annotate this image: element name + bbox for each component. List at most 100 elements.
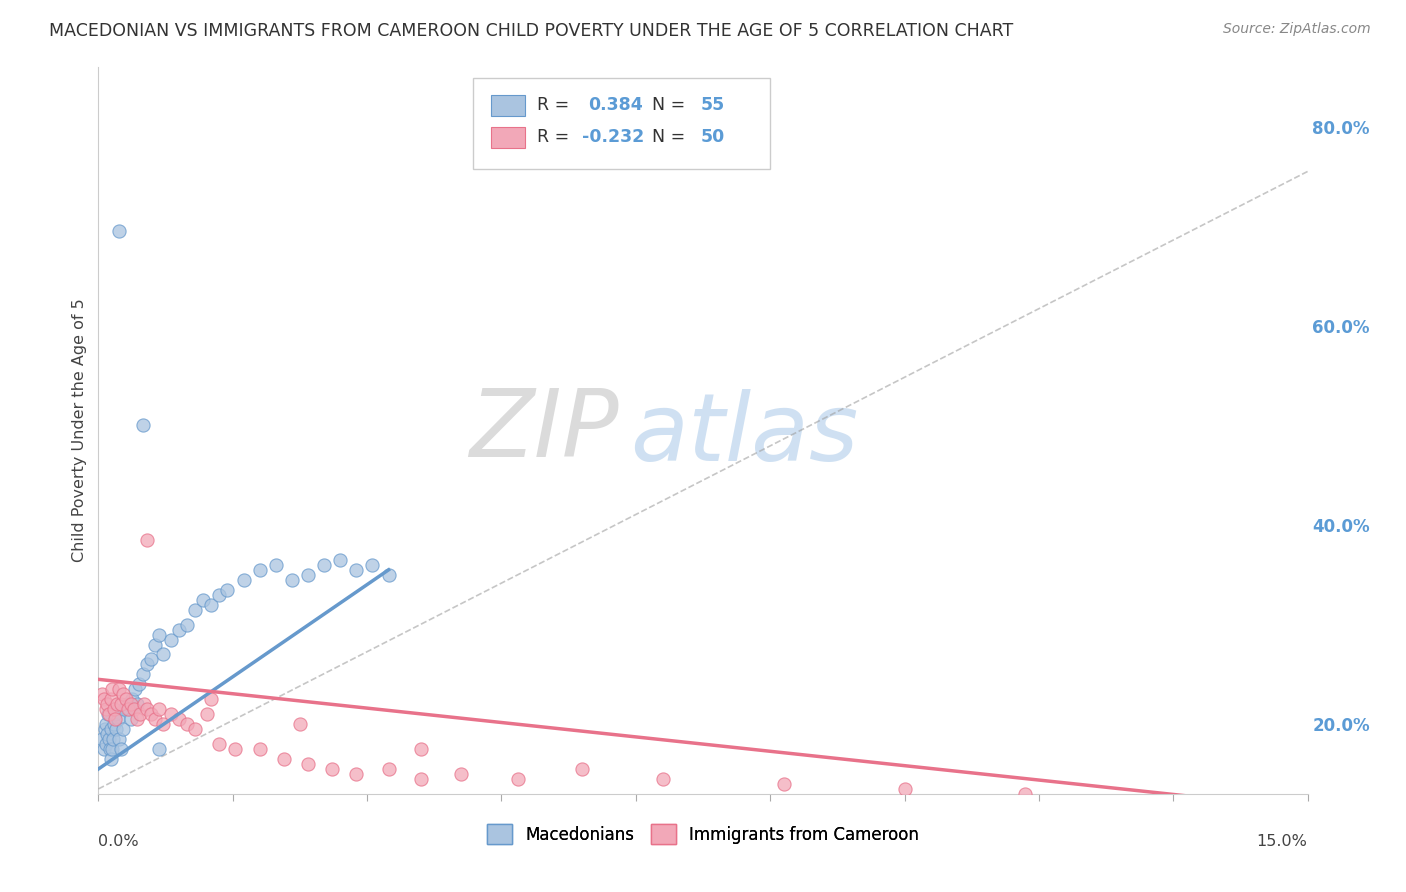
Point <box>193 592 215 607</box>
Point <box>148 627 170 641</box>
Point <box>93 742 115 756</box>
Point <box>571 762 593 776</box>
Point <box>128 677 150 691</box>
Point <box>97 707 120 722</box>
Point <box>143 712 166 726</box>
Point <box>893 781 915 796</box>
Point <box>110 698 132 712</box>
Point <box>104 712 127 726</box>
Point <box>377 567 399 582</box>
Point <box>114 692 136 706</box>
Point <box>249 563 271 577</box>
Point <box>176 717 198 731</box>
Point <box>132 698 155 712</box>
Point <box>288 717 311 731</box>
Y-axis label: Child Poverty Under the Age of 5: Child Poverty Under the Age of 5 <box>72 299 87 562</box>
Point <box>107 712 129 726</box>
Point <box>135 657 157 672</box>
Point <box>110 742 132 756</box>
Point <box>329 553 352 567</box>
Point <box>94 702 117 716</box>
Point <box>152 717 174 731</box>
Point <box>409 742 432 756</box>
Point <box>139 652 162 666</box>
Point <box>314 558 336 572</box>
Text: ZIP: ZIP <box>468 384 619 476</box>
Point <box>122 702 145 716</box>
Point <box>96 717 118 731</box>
Point <box>195 707 218 722</box>
Point <box>208 588 231 602</box>
Point <box>121 692 143 706</box>
Point <box>184 722 207 736</box>
Point <box>135 702 157 716</box>
Point <box>120 712 142 726</box>
Point <box>450 767 472 781</box>
Point <box>152 648 174 662</box>
Text: R =: R = <box>537 96 575 114</box>
Point <box>94 737 117 751</box>
Point <box>100 722 122 736</box>
Point <box>361 558 384 572</box>
Text: 15.0%: 15.0% <box>1257 834 1308 849</box>
Point <box>506 772 529 786</box>
Point <box>91 687 114 701</box>
Point <box>127 698 149 712</box>
Point <box>98 742 121 756</box>
Point <box>97 707 120 722</box>
Point <box>132 667 155 681</box>
Point <box>105 698 128 712</box>
Point <box>127 712 149 726</box>
Point <box>118 702 141 716</box>
Point <box>111 722 134 736</box>
Text: R =: R = <box>537 128 575 146</box>
Point <box>101 682 124 697</box>
Point <box>132 418 155 433</box>
Point <box>143 638 166 652</box>
Point <box>148 742 170 756</box>
Point <box>139 707 162 722</box>
Point <box>112 702 135 716</box>
Point <box>108 732 131 747</box>
Point <box>160 707 183 722</box>
Point <box>772 777 794 791</box>
Point <box>96 698 118 712</box>
Point <box>97 732 120 747</box>
FancyBboxPatch shape <box>474 78 769 169</box>
Point <box>344 767 367 781</box>
Text: Source: ZipAtlas.com: Source: ZipAtlas.com <box>1223 22 1371 37</box>
Point <box>273 752 295 766</box>
Point <box>124 682 146 697</box>
Point <box>224 742 246 756</box>
Text: -0.232: -0.232 <box>582 128 644 146</box>
Text: MACEDONIAN VS IMMIGRANTS FROM CAMEROON CHILD POVERTY UNDER THE AGE OF 5 CORRELAT: MACEDONIAN VS IMMIGRANTS FROM CAMEROON C… <box>49 22 1014 40</box>
Point <box>297 567 319 582</box>
Legend: Macedonians, Immigrants from Cameroon: Macedonians, Immigrants from Cameroon <box>481 817 925 851</box>
Point <box>409 772 432 786</box>
Point <box>200 692 222 706</box>
Point <box>100 692 122 706</box>
Point <box>176 617 198 632</box>
Text: N =: N = <box>652 128 690 146</box>
Text: 0.384: 0.384 <box>588 96 643 114</box>
Point <box>1014 787 1036 801</box>
Point <box>103 702 125 716</box>
Point <box>107 224 129 238</box>
Point <box>217 582 239 597</box>
Point <box>117 702 139 716</box>
Point <box>101 742 124 756</box>
Point <box>96 727 118 741</box>
Point <box>184 602 207 616</box>
Point <box>344 563 367 577</box>
Point <box>103 707 125 722</box>
Point <box>105 722 128 736</box>
Text: 50: 50 <box>700 128 725 146</box>
Point <box>651 772 673 786</box>
Point <box>297 757 319 772</box>
Point <box>112 687 135 701</box>
Point <box>208 737 231 751</box>
Point <box>135 533 157 547</box>
Point <box>100 752 122 766</box>
Point <box>129 707 152 722</box>
Point <box>264 558 287 572</box>
